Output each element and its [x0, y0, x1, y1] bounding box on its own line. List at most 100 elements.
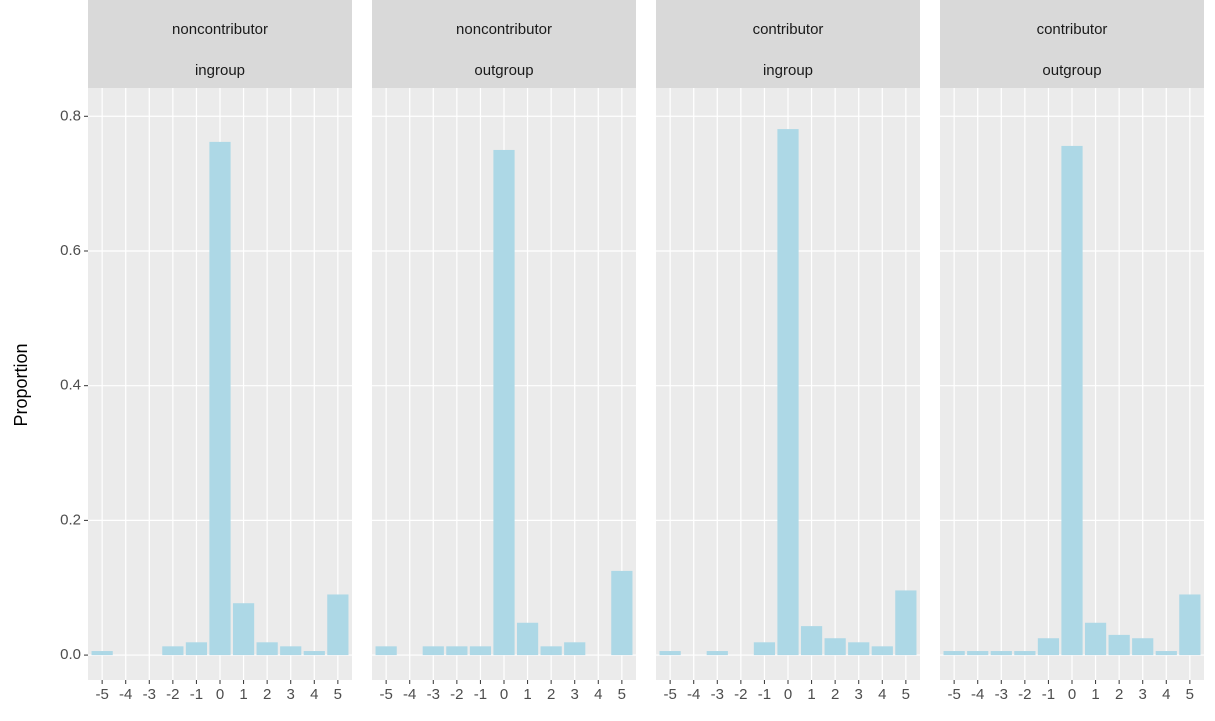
bar: [280, 646, 302, 656]
bar: [824, 638, 846, 656]
bar: [232, 603, 255, 656]
x-tick-label: 2: [263, 686, 271, 703]
x-tick-label: -1: [190, 686, 203, 703]
x-tick-label: -2: [734, 686, 747, 703]
x-tick-label: 4: [310, 686, 318, 703]
x-tick-label: 5: [1186, 686, 1194, 703]
bar: [91, 651, 113, 656]
x-tick-label: -4: [403, 686, 416, 703]
x-tick-label: -1: [1042, 686, 1055, 703]
x-tick-label: -5: [95, 686, 108, 703]
x-tick-label: 2: [1115, 686, 1123, 703]
x-tick-label: 0: [1068, 686, 1076, 703]
x-tick-label: -1: [758, 686, 771, 703]
bar: [256, 642, 278, 656]
x-tick-label: -3: [427, 686, 440, 703]
bar: [800, 626, 823, 656]
x-tick-label: -4: [687, 686, 700, 703]
x-tick-label: -3: [995, 686, 1008, 703]
bar: [871, 646, 893, 656]
x-tick-label: -4: [971, 686, 984, 703]
y-axis-label: Proportion: [11, 343, 31, 426]
x-tick-label: -5: [663, 686, 676, 703]
bar: [1108, 634, 1130, 656]
y-tick-label: 0.2: [60, 511, 81, 528]
x-tick-label: -5: [379, 686, 392, 703]
x-tick-label: 4: [594, 686, 602, 703]
x-tick-label: 3: [571, 686, 579, 703]
x-tick-label: 4: [1162, 686, 1170, 703]
bar: [162, 646, 184, 656]
bar: [469, 646, 492, 656]
x-tick-label: 0: [784, 686, 792, 703]
x-tick-label: 4: [878, 686, 886, 703]
bar: [990, 651, 1012, 656]
bar: [753, 642, 776, 656]
x-tick-label: 2: [831, 686, 839, 703]
bar: [1084, 622, 1107, 656]
x-tick-label: 3: [1139, 686, 1147, 703]
x-tick-label: -3: [711, 686, 724, 703]
strip-label: ingroup: [763, 62, 813, 79]
x-tick-label: 5: [902, 686, 910, 703]
x-tick-label: 3: [855, 686, 863, 703]
bar: [209, 141, 231, 656]
x-tick-label: 5: [618, 686, 626, 703]
bar: [564, 642, 586, 656]
x-tick-label: -1: [474, 686, 487, 703]
x-tick-label: 1: [807, 686, 815, 703]
bar: [1014, 651, 1036, 656]
strip-label: outgroup: [1042, 62, 1101, 79]
x-tick-label: -2: [166, 686, 179, 703]
bar: [777, 129, 799, 656]
strip: [372, 0, 636, 88]
x-tick-label: 0: [500, 686, 508, 703]
x-tick-label: -2: [450, 686, 463, 703]
bar: [493, 149, 515, 656]
x-tick-label: 0: [216, 686, 224, 703]
x-tick-label: -5: [947, 686, 960, 703]
strip: [940, 0, 1204, 88]
x-tick-label: 2: [547, 686, 555, 703]
bar: [967, 651, 989, 656]
bar: [1132, 638, 1154, 656]
bar: [848, 642, 870, 656]
x-tick-label: 3: [287, 686, 295, 703]
bar: [895, 590, 917, 656]
x-tick-label: -3: [143, 686, 156, 703]
strip-label: ingroup: [195, 62, 245, 79]
strip-label: noncontributor: [172, 21, 268, 38]
x-tick-label: 1: [239, 686, 247, 703]
y-tick-label: 0.6: [60, 242, 81, 259]
x-tick-label: -4: [119, 686, 132, 703]
y-tick-label: 0.0: [60, 646, 81, 663]
bar: [446, 646, 468, 656]
bar: [943, 651, 965, 656]
bar: [422, 646, 444, 656]
bar: [327, 594, 349, 656]
strip: [88, 0, 352, 88]
x-tick-label: 1: [1091, 686, 1099, 703]
strip-label: contributor: [753, 21, 824, 38]
strip: [656, 0, 920, 88]
x-tick-label: 5: [334, 686, 342, 703]
bar: [1155, 651, 1177, 656]
x-tick-label: 1: [523, 686, 531, 703]
y-tick-label: 0.8: [60, 107, 81, 124]
bar: [1037, 638, 1060, 656]
bar: [375, 646, 397, 656]
bar: [1179, 594, 1201, 656]
strip-label: contributor: [1037, 21, 1108, 38]
bar: [659, 651, 681, 656]
y-tick-label: 0.4: [60, 377, 81, 394]
strip-label: outgroup: [474, 62, 533, 79]
bar: [706, 651, 728, 656]
bar: [611, 570, 633, 656]
bar: [185, 642, 208, 656]
strip-label: noncontributor: [456, 21, 552, 38]
x-tick-label: -2: [1018, 686, 1031, 703]
bar: [516, 622, 539, 656]
bar: [1061, 145, 1083, 656]
bar: [540, 646, 562, 656]
